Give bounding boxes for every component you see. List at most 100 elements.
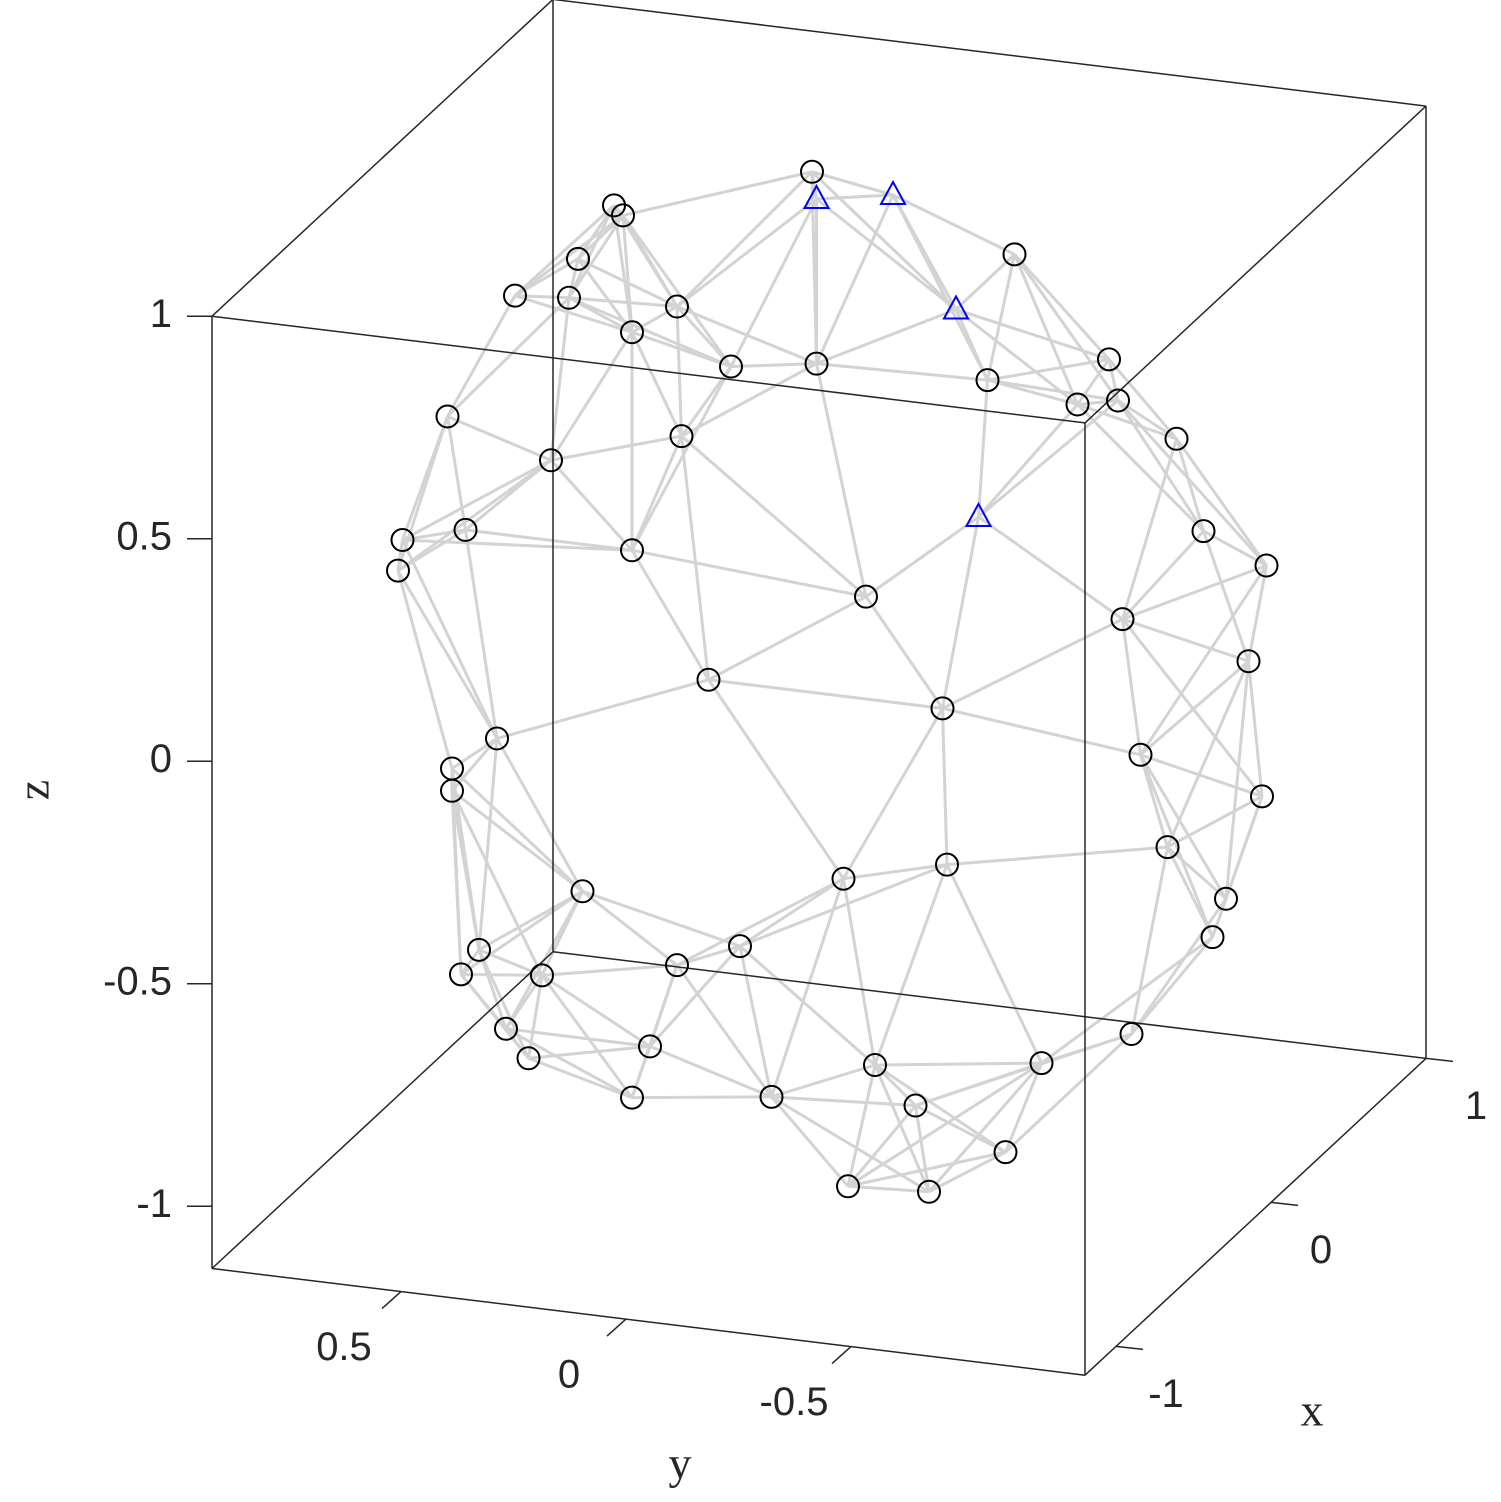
circle-point — [930, 696, 955, 721]
mesh-edge — [514, 294, 633, 334]
mesh-edge — [1130, 936, 1214, 1036]
mesh-edge — [577, 257, 678, 308]
circle-point — [453, 517, 478, 542]
mesh-edge — [815, 194, 895, 365]
mesh-edge — [549, 297, 571, 461]
axis-box-edge — [552, 950, 1427, 1060]
mesh-edge — [478, 889, 584, 952]
mesh-edge — [1166, 660, 1250, 848]
mesh-edge — [927, 1062, 1043, 1193]
mesh-edge — [504, 1027, 530, 1060]
circle-point — [1110, 607, 1135, 632]
mesh-edge — [874, 1061, 1042, 1067]
mesh-edge — [942, 706, 1141, 757]
mesh-edge — [846, 1064, 877, 1187]
circle-point — [435, 404, 460, 429]
mesh-edge — [675, 305, 733, 368]
mesh-edge — [465, 528, 633, 552]
mesh-edge — [987, 378, 1119, 402]
mesh-edge — [450, 767, 584, 893]
mesh-edge — [770, 878, 845, 1098]
axis-box-edge — [211, 951, 554, 1270]
circle-point — [494, 1016, 518, 1041]
mesh-edge — [987, 378, 1078, 406]
mesh-edge — [649, 1045, 773, 1099]
mesh-edge — [396, 539, 404, 571]
mesh-edge — [873, 864, 949, 1066]
mesh-edge — [1247, 565, 1268, 662]
mesh-edge — [707, 678, 845, 880]
mesh-edge — [1122, 617, 1249, 663]
mesh-edge — [630, 1045, 652, 1099]
mesh-edge — [891, 194, 989, 381]
mesh-edge — [676, 877, 845, 967]
axis-box-edge — [552, 0, 1427, 107]
mesh-edge — [816, 193, 894, 201]
mesh-edge — [739, 945, 876, 1067]
mesh-edge — [928, 1150, 1007, 1194]
mesh-edge — [770, 1095, 930, 1194]
mesh-edge — [450, 790, 544, 977]
circle-point — [386, 558, 410, 583]
mesh-edge — [402, 538, 633, 552]
circle-point — [854, 584, 878, 609]
mesh-edge — [1139, 564, 1268, 756]
circle-point — [993, 1140, 1018, 1165]
mesh-edge — [1121, 530, 1205, 621]
mesh-edge — [1130, 897, 1228, 1035]
axis-box-edge — [211, 1267, 1086, 1376]
mesh-edge — [675, 964, 773, 1098]
mesh-edge — [631, 548, 867, 599]
mesh-edge — [1076, 358, 1111, 406]
circle-point — [638, 1034, 662, 1059]
mesh-edge — [842, 878, 877, 1066]
mesh-edge — [401, 458, 552, 542]
z-tick-label: 0.5 — [116, 514, 172, 558]
axis-box-edge — [211, 0, 554, 317]
mesh-edge — [541, 963, 678, 977]
mesh-edge — [630, 365, 733, 551]
mesh-edge — [842, 707, 944, 880]
mesh-edge — [451, 737, 498, 770]
z-tick-label: -0.5 — [103, 959, 172, 1003]
mesh-edge — [675, 306, 683, 437]
mesh-edge — [815, 197, 957, 311]
circle-point — [530, 963, 554, 988]
mesh-edge — [401, 539, 499, 740]
circle-point — [917, 1179, 941, 1204]
mesh-edge — [446, 415, 552, 462]
circle-point — [935, 852, 959, 877]
mesh-edge — [514, 257, 579, 297]
mesh-edge — [528, 1044, 651, 1060]
circle-point — [696, 667, 721, 692]
mesh-edge — [815, 363, 868, 597]
mesh-edge — [549, 459, 634, 552]
mesh-edge — [396, 569, 499, 740]
circle-point — [1065, 392, 1090, 417]
circle-point — [1200, 925, 1225, 950]
x-tick-label: 0 — [1310, 1228, 1332, 1272]
y-tick — [831, 1346, 852, 1365]
mesh-edge — [941, 708, 949, 865]
circle-point — [669, 424, 694, 449]
mesh-edge — [581, 890, 678, 967]
mesh-edge — [977, 399, 1119, 519]
y-tick-label: 0.5 — [316, 1325, 372, 1369]
mesh-edge — [1175, 438, 1205, 532]
circle-point — [1106, 388, 1130, 413]
mesh-edge — [446, 294, 517, 418]
mesh-edge — [811, 170, 894, 197]
mesh-edge — [874, 1063, 1007, 1154]
mesh-edge — [1004, 1032, 1133, 1154]
mesh-edge — [1040, 935, 1214, 1065]
circle-point — [620, 538, 644, 563]
circle-point — [831, 866, 856, 891]
mesh-edge — [1116, 399, 1268, 567]
circle-point — [975, 368, 1000, 393]
triangle-point — [802, 183, 831, 209]
mesh-edge — [771, 1095, 916, 1108]
circle-point — [1029, 1051, 1054, 1076]
mesh-edge — [1013, 253, 1079, 406]
mesh-edge — [810, 170, 958, 311]
